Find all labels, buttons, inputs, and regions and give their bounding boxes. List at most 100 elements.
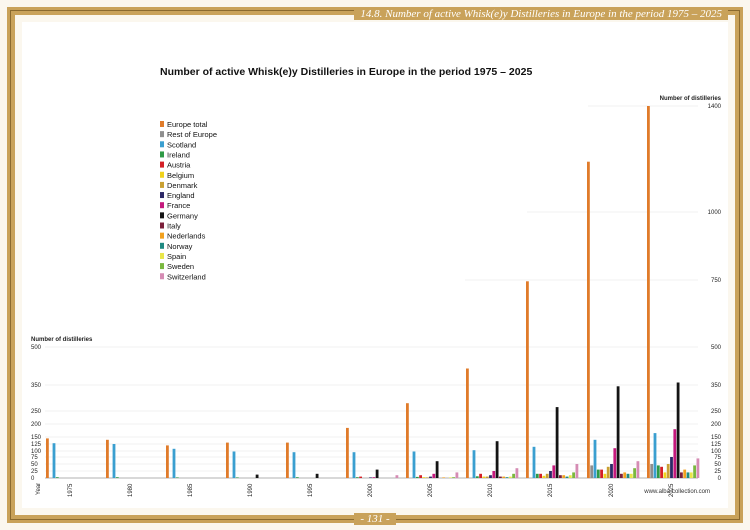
- content-area: [22, 22, 728, 508]
- bar-italy-2015: [559, 475, 562, 478]
- bar-rest-of-europe-2020: [590, 465, 594, 478]
- bar-sweden-2025: [693, 465, 696, 478]
- bar-belgium-2020: [603, 473, 607, 478]
- bar-ireland-2020: [596, 469, 600, 478]
- legend-swatch: [160, 192, 164, 199]
- legend-label: England: [167, 191, 195, 200]
- bar-spain-2025: [689, 472, 693, 478]
- bar-spain-2020: [629, 473, 633, 478]
- bar-germany-2010: [495, 441, 499, 478]
- y-tick-label-right: 125: [711, 442, 722, 448]
- bar-norway-2020: [626, 473, 630, 478]
- legend-swatch: [160, 222, 164, 229]
- bar-europe-total-1985: [166, 445, 169, 478]
- bar-england-2000: [369, 477, 372, 478]
- legend-swatch: [160, 232, 164, 239]
- bar-switzerland-2015: [575, 464, 579, 478]
- x-tick-label: 1985: [188, 483, 194, 497]
- bar-nederlands-2025: [683, 469, 687, 478]
- bar-europe-total-2015: [526, 281, 529, 478]
- bar-nederlands-2010: [502, 476, 506, 478]
- legend-swatch: [160, 212, 164, 219]
- bar-europe-total-2000: [346, 427, 349, 478]
- bar-denmark-2010: [485, 476, 489, 478]
- legend-label: France: [167, 201, 190, 210]
- bar-sweden-2020: [633, 468, 636, 478]
- bar-germany-2025: [676, 382, 680, 478]
- bar-europe-total-1995: [286, 442, 289, 478]
- y-tick-label-left: 25: [31, 469, 38, 475]
- x-tick-label: 2025: [669, 483, 675, 497]
- bar-scotland-1975: [52, 443, 56, 478]
- bar-norway-2015: [565, 476, 569, 478]
- y-tick-label-left: 125: [31, 442, 42, 448]
- x-tick-label: 1975: [68, 483, 74, 497]
- bar-norway-2025: [686, 472, 690, 478]
- bar-switzerland-2025: [696, 458, 700, 478]
- legend-swatch: [160, 273, 164, 280]
- bar-scotland-1990: [232, 451, 236, 478]
- legend-swatch: [160, 202, 164, 209]
- bar-belgium-2015: [542, 475, 546, 478]
- legend-swatch: [160, 252, 164, 259]
- bar-austria-2020: [600, 469, 603, 478]
- y-tick-label-left: 100: [31, 449, 42, 455]
- bar-germany-2020: [616, 386, 620, 478]
- bar-italy-2025: [680, 472, 683, 478]
- legend-swatch: [160, 263, 164, 270]
- bar-england-2005: [429, 476, 432, 478]
- x-tick-label: 2005: [428, 483, 434, 497]
- bar-europe-total-1980: [106, 439, 109, 478]
- bar-scotland-1995: [292, 452, 296, 478]
- legend-label: Italy: [167, 222, 181, 231]
- bar-france-2005: [432, 473, 436, 478]
- bar-denmark-2015: [545, 473, 549, 478]
- bar-sweden-2010: [512, 473, 515, 478]
- bar-ireland-1985: [175, 477, 179, 478]
- legend-swatch: [160, 171, 164, 178]
- y-tick-label-right: 150: [711, 435, 722, 441]
- bar-switzerland-2020: [636, 461, 640, 478]
- bar-germany-1995: [315, 473, 319, 478]
- bar-ireland-2015: [535, 473, 539, 478]
- bar-scotland-2000: [352, 452, 356, 478]
- bar-nederlands-2005: [442, 477, 446, 478]
- bar-italy-2020: [620, 473, 623, 478]
- bar-ireland-1995: [295, 477, 299, 478]
- bar-belgium-2025: [663, 472, 667, 478]
- bar-ireland-2000: [355, 477, 359, 478]
- bar-scotland-1980: [112, 444, 116, 478]
- bar-spain-2015: [568, 475, 572, 478]
- bar-france-2015: [552, 465, 556, 478]
- bar-austria-2000: [359, 476, 362, 478]
- bar-england-2020: [610, 464, 613, 478]
- x-tick-label: 2000: [368, 483, 374, 497]
- bar-europe-total-1975: [46, 438, 49, 478]
- site-url: www.alba-collection.com: [644, 489, 710, 495]
- bar-germany-2000: [375, 469, 379, 478]
- bar-scotland-2015: [532, 446, 536, 478]
- y-tick-label-right: 750: [711, 278, 722, 284]
- bar-england-2010: [489, 475, 492, 478]
- bar-france-2010: [492, 471, 496, 478]
- bar-belgium-2005: [422, 477, 426, 478]
- bar-denmark-2005: [425, 477, 429, 478]
- legend-label: Sweden: [167, 262, 194, 271]
- bar-france-2020: [613, 448, 617, 478]
- bar-germany-2005: [435, 461, 439, 478]
- legend-label: Norway: [167, 242, 193, 251]
- x-tick-label: 1995: [308, 483, 314, 497]
- bar-scotland-2025: [653, 433, 657, 478]
- bar-austria-2005: [419, 475, 422, 478]
- bar-denmark-2025: [666, 464, 670, 478]
- legend-swatch: [160, 121, 164, 127]
- bar-spain-2005: [448, 477, 452, 478]
- bar-scotland-2005: [412, 451, 416, 478]
- y-tick-label-left: 250: [31, 409, 42, 415]
- legend-swatch: [160, 151, 164, 158]
- bar-switzerland-2005: [455, 472, 459, 478]
- legend-label: Austria: [167, 161, 191, 170]
- bar-europe-total-2025: [647, 106, 650, 478]
- y-tick-label-right: 75: [714, 455, 721, 461]
